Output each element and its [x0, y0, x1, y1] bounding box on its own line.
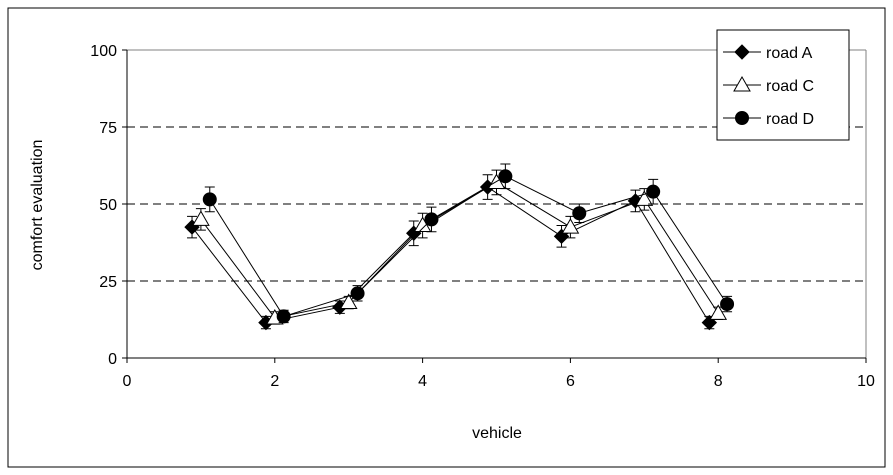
y-tick-label-2: 50 — [99, 197, 117, 214]
y-tick-label-1: 25 — [99, 274, 117, 291]
x-axis-title: vehicle — [472, 425, 522, 442]
data-point-2-3 — [424, 212, 439, 227]
legend-marker-0 — [734, 44, 750, 60]
y-tick-label-3: 75 — [99, 120, 117, 137]
x-tick-label-0: 0 — [123, 373, 132, 390]
x-tick-label-3: 6 — [566, 373, 575, 390]
data-point-1-0 — [192, 210, 210, 226]
legend: road A road C road D — [716, 29, 850, 141]
data-point-1-6 — [635, 190, 654, 206]
legend-marker-1 — [733, 75, 751, 92]
y-tick-label-4: 100 — [90, 43, 117, 60]
data-point-1-7 — [709, 304, 728, 320]
data-point-2-5 — [572, 206, 587, 221]
axes — [122, 49, 867, 363]
series-2 — [202, 163, 735, 324]
legend-label-1: road C — [766, 78, 814, 95]
data-point-2-6 — [646, 184, 661, 199]
y-axis-title: comfort evaluation — [29, 140, 46, 271]
legend-label-2: road D — [766, 111, 814, 128]
x-tick-label-5: 10 — [857, 373, 875, 390]
data-point-2-0 — [202, 192, 217, 207]
data-point-2-7 — [720, 297, 735, 312]
x-tick-label-2: 4 — [418, 373, 427, 390]
data-point-2-4 — [498, 169, 513, 184]
y-tick-label-0: 0 — [108, 351, 117, 368]
legend-label-0: road A — [766, 45, 813, 62]
grid — [127, 49, 867, 358]
x-tick-label-4: 8 — [714, 373, 723, 390]
data-point-2-2 — [350, 286, 365, 301]
legend-marker-2 — [735, 111, 749, 125]
data-point-2-1 — [276, 309, 291, 324]
data-point-1-2 — [339, 293, 358, 310]
x-tick-label-1: 2 — [270, 373, 279, 390]
data-point-1-5 — [561, 218, 580, 234]
series-layer — [184, 163, 735, 331]
series-line-2 — [209, 175, 728, 318]
tick-labels: 0 25 50 75 100 0 2 4 6 8 10 — [90, 43, 875, 390]
